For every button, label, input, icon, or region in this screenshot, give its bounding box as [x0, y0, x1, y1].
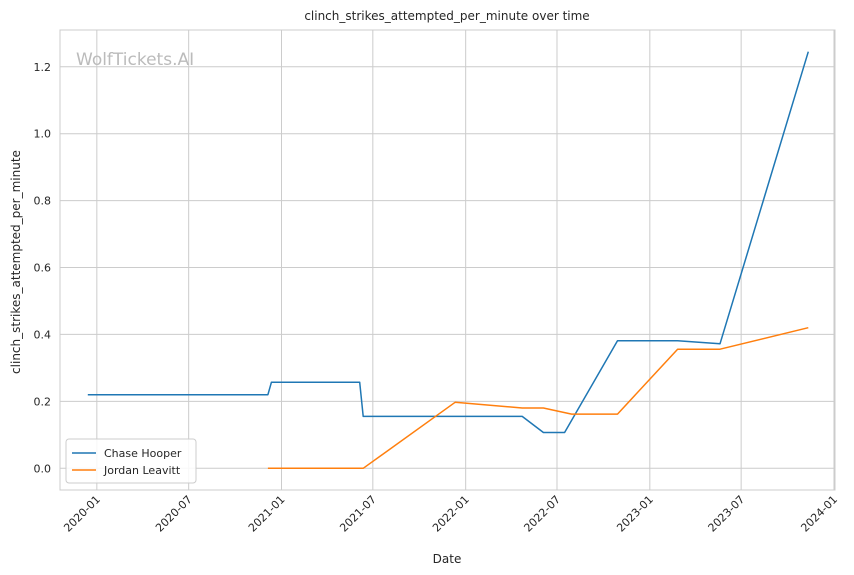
- series-line-jordan-leavitt: [267, 326, 809, 470]
- y-axis-ticks: 0.0 0.2 0.4 0.6 0.8 1.0 1.2: [34, 61, 52, 475]
- y-tick-label: 0.2: [34, 395, 52, 408]
- y-tick-label: 1.0: [34, 128, 52, 141]
- x-axis-title: Date: [433, 552, 462, 566]
- series-line-chase-hooper: [87, 51, 810, 434]
- y-tick-label: 1.2: [34, 61, 52, 74]
- plot-area-frame: [59, 29, 836, 491]
- y-tick-label: 0.0: [34, 462, 52, 475]
- legend: Chase Hooper Jordan Leavitt: [65, 438, 197, 484]
- grid-lines: [60, 30, 835, 490]
- series-lines: [87, 51, 810, 470]
- chart-title: clinch_strikes_attempted_per_minute over…: [304, 9, 589, 23]
- y-tick-label: 0.6: [34, 262, 52, 275]
- watermark: WolfTickets.AI: [76, 50, 194, 70]
- y-tick-label: 0.8: [34, 195, 52, 208]
- y-axis-title: clinch_strikes_attempted_per_minute: [9, 150, 23, 374]
- legend-box: [65, 438, 197, 484]
- legend-label-jordan-leavitt: Jordan Leavitt: [103, 464, 181, 477]
- legend-label-chase-hooper: Chase Hooper: [104, 447, 182, 460]
- y-tick-label: 0.4: [34, 328, 52, 341]
